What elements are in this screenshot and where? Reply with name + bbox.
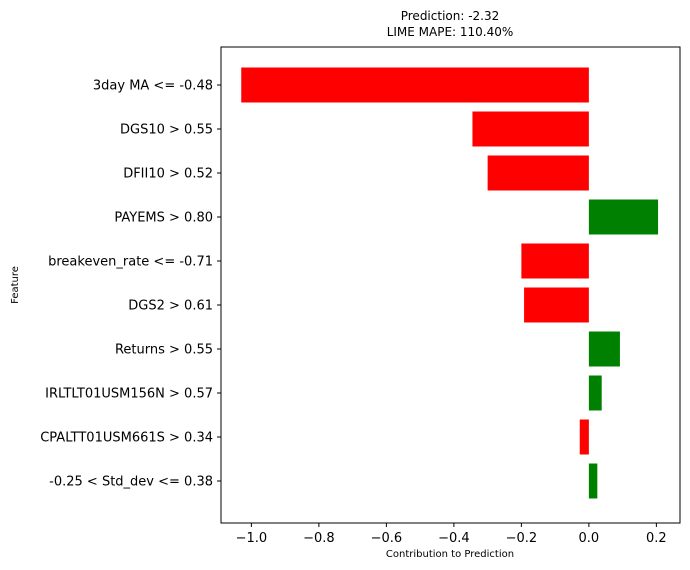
- chart-subtitle: LIME MAPE: 110.40%: [387, 25, 514, 39]
- x-tick-label: −0.8: [303, 531, 335, 546]
- category-label: DGS10 > 0.55: [120, 123, 213, 138]
- bar: [241, 67, 589, 103]
- category-labels-group: 3day MA <= -0.48 DGS10 > 0.55 DFII10 > 0.5…: [40, 79, 221, 490]
- x-tick-label: −0.2: [506, 531, 538, 546]
- x-tick-label: 0.2: [646, 531, 667, 546]
- category-label: CPALTT01USM661S > 0.34: [40, 431, 213, 446]
- bar: [588, 199, 659, 235]
- category-label: IRLTLT01USM156N > 0.57: [45, 387, 213, 402]
- bar: [588, 463, 598, 499]
- category-label: PAYEMS > 0.80: [114, 211, 213, 226]
- category-label: DGS2 > 0.61: [128, 299, 213, 314]
- x-tick-label: −0.4: [438, 531, 470, 546]
- bar: [472, 111, 589, 147]
- category-label: 3day MA <= -0.48: [93, 79, 213, 94]
- bar: [588, 331, 620, 367]
- plot-frame: [220, 46, 681, 524]
- y-axis-label: Feature: [10, 266, 21, 304]
- x-ticks-group: −1.0 −0.8 −0.6 −0.4 −0.2 0.0 0.2: [236, 523, 667, 546]
- bar: [487, 155, 589, 191]
- category-label: DFII10 > 0.52: [123, 167, 213, 182]
- bar: [521, 243, 589, 279]
- x-tick-label: −1.0: [236, 531, 268, 546]
- bar: [524, 287, 589, 323]
- x-axis-label: Contribution to Prediction: [386, 549, 514, 560]
- bars-group: [241, 67, 659, 499]
- category-label: Returns > 0.55: [115, 343, 213, 358]
- x-tick-label: −0.6: [371, 531, 403, 546]
- x-tick-label: 0.0: [579, 531, 600, 546]
- bar: [579, 419, 589, 455]
- category-label: -0.25 < Std_dev <= 0.38: [49, 475, 213, 490]
- chart-title: Prediction: -2.32: [401, 9, 500, 23]
- category-label: breakeven_rate <= -0.71: [48, 255, 213, 270]
- bar: [588, 375, 602, 411]
